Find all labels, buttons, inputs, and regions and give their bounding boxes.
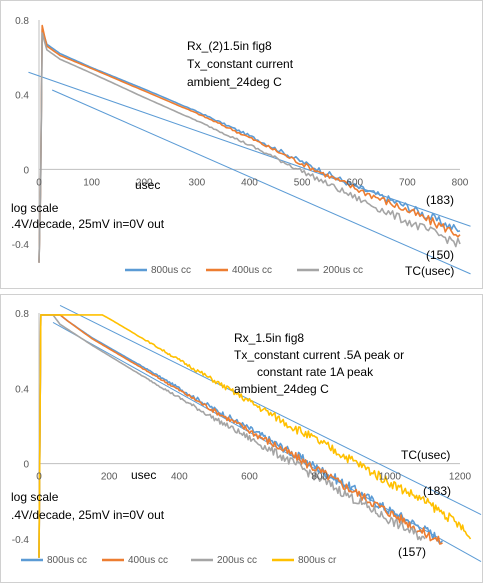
series-line-200us-cc: [38, 32, 461, 263]
legend-label: 800us cc: [151, 265, 191, 276]
legend-label: 800us cr: [298, 555, 337, 566]
x-tick-label: 100: [83, 177, 100, 188]
x-tick-label: 800: [311, 472, 328, 483]
fit-label-157: (157): [398, 545, 426, 559]
y-tick-label: 0: [23, 460, 29, 471]
legend-label: 200us cc: [323, 265, 363, 276]
y-tick-label: 0.8: [15, 309, 29, 320]
fit-line: [59, 305, 482, 515]
chart-top: 0 100 200 300 400 500 600 700 800 -0.4 0 0.4 0.8 use…: [11, 16, 471, 278]
scale-line-2: .4V/decade, 25mV in=0V out: [11, 217, 165, 231]
chart-panel-bottom: 0 200 400 600 800 1000 1200 -0.4 0 0.4 0.8 usec Rx…: [0, 294, 483, 583]
scale-line-2: .4V/decade, 25mV in=0V out: [11, 508, 165, 522]
x-tick-label: 1000: [379, 472, 402, 483]
y-tick-label: 0.4: [15, 91, 29, 102]
fit-label-150: (150): [426, 248, 454, 262]
chart-panel-top: 0 100 200 300 400 500 600 700 800 -0.4 0 0.4 0.8 use…: [0, 0, 483, 289]
x-tick-label: 0: [36, 177, 42, 188]
chart-bottom: 0 200 400 600 800 1000 1200 -0.4 0 0.4 0.8 usec Rx…: [11, 305, 482, 566]
tc-label: TC(usec): [405, 264, 454, 278]
x-unit-label: usec: [131, 468, 156, 482]
x-tick-label: 300: [189, 177, 206, 188]
title-line-2: Tx_constant current: [187, 57, 294, 71]
legend-label: 400us cc: [232, 265, 272, 276]
legend-label: 800us cc: [47, 555, 87, 566]
series-line-400us-cc: [38, 314, 443, 558]
legend-label: 200us cc: [217, 555, 257, 566]
y-tick-label: 0: [23, 165, 29, 176]
x-unit-label: usec: [135, 178, 160, 192]
x-tick-label: 600: [241, 472, 258, 483]
x-tick-label: 600: [346, 177, 363, 188]
x-tick-label: 500: [294, 177, 311, 188]
series-line-800us-cc: [38, 28, 461, 263]
x-tick-label: 400: [241, 177, 258, 188]
title-line-2: Tx_constant current .5A peak or: [234, 348, 404, 362]
y-tick-label: -0.4: [12, 240, 30, 251]
scale-line-1: log scale: [11, 490, 59, 504]
fit-label-183: (183): [423, 484, 451, 498]
title-line-3: ambient_24deg C: [187, 75, 282, 89]
x-tick-label: 700: [399, 177, 416, 188]
x-tick-label: 400: [171, 472, 188, 483]
x-tick-label: 800: [452, 177, 469, 188]
fit-line: [51, 89, 471, 275]
title-line-3: constant rate 1A peak: [257, 365, 374, 379]
y-tick-label: 0.8: [15, 16, 29, 27]
x-tick-label: 0: [36, 472, 42, 483]
tc-label: TC(usec): [401, 448, 450, 462]
series-line-800us-cc: [38, 314, 443, 558]
fit-label-183: (183): [426, 193, 454, 207]
x-tick-label: 200: [101, 472, 118, 483]
title-line-1: Rx_(2)1.5in fig8: [187, 39, 272, 53]
scale-line-1: log scale: [11, 201, 59, 215]
title-line-4: ambient_24deg C: [234, 382, 329, 396]
series-line-200us-cc: [38, 314, 426, 558]
legend-label: 400us cc: [128, 555, 168, 566]
series-line-800us-cr: [38, 314, 472, 558]
series-line-400us-cc: [38, 24, 461, 263]
title-line-1: Rx_1.5in fig8: [234, 331, 304, 345]
x-tick-label: 1200: [449, 472, 472, 483]
fit-line: [28, 71, 471, 227]
y-tick-label: -0.4: [12, 535, 30, 546]
x-tick-label: 200: [136, 177, 153, 188]
y-tick-label: 0.4: [15, 384, 29, 395]
